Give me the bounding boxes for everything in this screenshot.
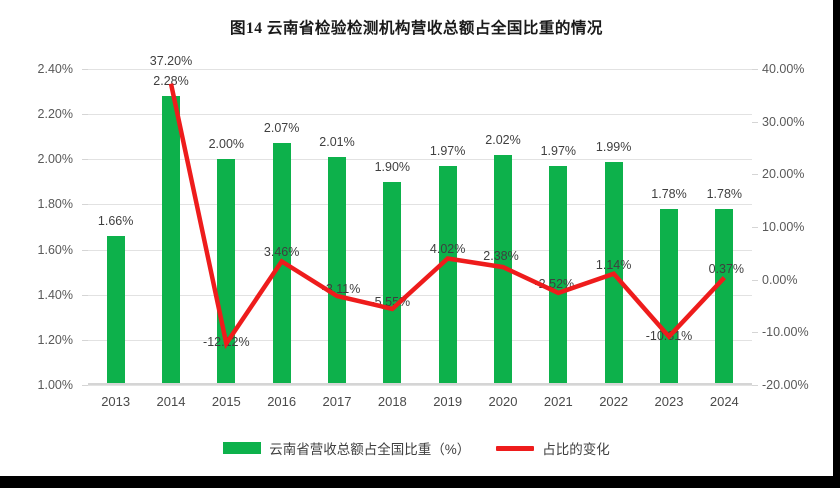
y-axis-left-tickmark [82, 249, 88, 251]
line-series [168, 83, 726, 350]
line-value-label: 4.02% [429, 242, 466, 257]
x-axis-tick: 2013 [101, 394, 131, 409]
y-axis-left-tick: 1.00% [37, 378, 73, 392]
x-axis-tick: 2014 [156, 394, 186, 409]
y-axis-right-tick: -10.00% [762, 325, 809, 340]
gridline [88, 159, 752, 161]
x-axis-tick: 2020 [488, 394, 518, 409]
gridline [88, 249, 752, 251]
x-axis-tick: 2017 [322, 394, 352, 409]
plot-area: 1.66% 2.28% 2.00% 2.07% 2.01% 1.90% 1.97% 2.02%… [88, 54, 752, 386]
chart-container: 图14 云南省检验检测机构营收总额占全国比重的情况 1.00% 1.20% 1.40… [0, 20, 833, 458]
y-axis-left-tickmark [82, 339, 88, 341]
bar-value-label: 2.28% [153, 74, 189, 89]
bar-value-label: 1.97% [540, 144, 577, 159]
line-value-label: 37.20% [149, 53, 193, 68]
gridline [88, 339, 752, 341]
x-axis-tick: 2015 [211, 394, 241, 409]
legend-item-bar[interactable]: 云南省营收总额占全国比重（%） [223, 438, 470, 458]
gridline [88, 204, 752, 206]
bar-value-label: 2.02% [485, 132, 521, 147]
y-axis-left-tick: 2.20% [37, 107, 73, 122]
x-axis-tick: 2022 [599, 394, 629, 409]
line-path [168, 83, 726, 350]
y-axis-right-tickmark [752, 332, 758, 334]
line-value-label: 2.38% [483, 249, 519, 264]
gridline [88, 385, 752, 386]
y-axis-right-tick: 30.00% [762, 114, 805, 129]
y-axis-right-tick: 0.00% [762, 272, 798, 287]
y-axis-left-tickmark [82, 69, 88, 70]
y-axis-right-tick: 20.00% [762, 167, 805, 182]
bar-value-label: 1.97% [429, 144, 466, 159]
bar[interactable] [328, 157, 346, 385]
y-axis-left-tick: 1.60% [37, 242, 73, 257]
gridline [88, 114, 752, 116]
y-axis-right-tickmark [752, 279, 758, 281]
bar-value-label: 1.78% [651, 186, 687, 201]
gridline [88, 294, 752, 296]
legend-line-swatch-icon [496, 445, 535, 451]
gridline [88, 69, 752, 70]
y-axis-left-tick: 1.20% [37, 332, 73, 347]
x-axis-tick: 2016 [267, 394, 297, 409]
chart-legend: 云南省营收总额占全国比重（%） 占比的变化 [0, 438, 833, 458]
y-axis-right-tick: -20.00% [762, 378, 809, 392]
legend-item-line[interactable]: 占比的变化 [496, 438, 610, 458]
bar[interactable] [106, 236, 125, 385]
bar[interactable] [494, 154, 512, 385]
bar-value-label: 2.07% [263, 121, 300, 136]
bar[interactable] [383, 181, 402, 385]
y-axis-left-tick: 2.40% [37, 62, 73, 76]
x-axis-tick: 2018 [377, 394, 407, 409]
bar-value-label: 2.00% [208, 137, 245, 152]
bar[interactable] [549, 166, 568, 385]
legend-bar-label: 云南省营收总额占全国比重（%） [269, 442, 471, 457]
legend-line-label: 占比的变化 [542, 442, 610, 457]
y-axis-left-tick: 2.00% [37, 152, 73, 167]
legend-bar-swatch-icon [223, 442, 262, 454]
y-axis-left-tick: 1.80% [37, 197, 73, 212]
x-axis-tick: 2024 [709, 394, 739, 409]
y-axis-right-tickmark [752, 121, 758, 123]
line-value-label: 3.46% [263, 245, 300, 260]
y-axis-right-tickmark [752, 385, 758, 386]
x-axis-tick: 2019 [433, 394, 463, 409]
bottom-edge-strip [0, 476, 840, 488]
x-axis-line [88, 383, 752, 385]
bar[interactable] [162, 96, 180, 385]
y-axis-right-tick: 10.00% [762, 220, 805, 234]
bar-value-label: 1.90% [374, 159, 411, 174]
y-axis-left-tick: 1.40% [37, 287, 73, 302]
y-axis-left-tickmark [82, 159, 88, 161]
y-axis-right-tick: 40.00% [762, 62, 805, 76]
page-title: 图14 云南省检验检测机构营收总额占全国比重的情况 [230, 20, 603, 37]
bar[interactable] [438, 166, 457, 385]
line-value-label: 1.14% [595, 257, 632, 272]
bar-value-label: 1.66% [97, 214, 134, 229]
bar-value-label: 2.01% [319, 135, 355, 150]
right-edge-strip [833, 0, 840, 488]
y-axis-left-tickmark [82, 385, 88, 386]
y-axis-right-tickmark [752, 174, 758, 176]
x-axis-tick: 2023 [654, 394, 684, 409]
y-axis-left-tickmark [82, 114, 88, 116]
y-axis-right-tickmark [752, 227, 758, 228]
y-axis-left-tickmark [82, 204, 88, 206]
bar[interactable] [660, 208, 678, 385]
line-value-label: 0.37% [708, 261, 745, 276]
bar-value-label: 1.99% [595, 139, 632, 154]
y-axis-right-tickmark [752, 69, 758, 70]
bar[interactable] [715, 208, 734, 385]
x-axis-tick: 2021 [543, 394, 573, 409]
y-axis-left-tickmark [82, 294, 88, 296]
bar-value-label: 1.78% [706, 186, 743, 201]
